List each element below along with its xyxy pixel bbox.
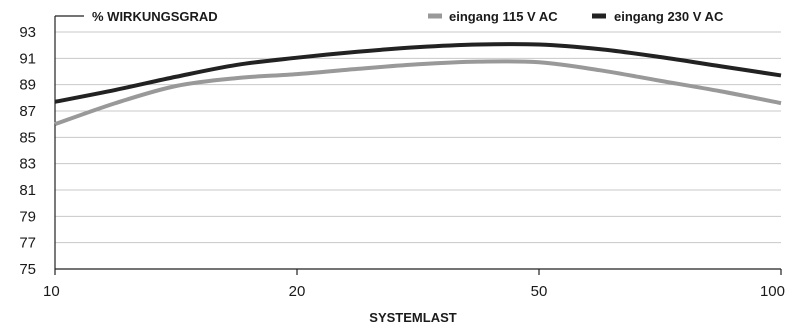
y-tick-label-85: 85 [19, 129, 36, 146]
x-axis-title: SYSTEMLAST [369, 310, 456, 325]
plot-area [54, 42, 782, 127]
y-tick-label-87: 87 [19, 103, 36, 120]
y-tick-label-93: 93 [19, 24, 36, 41]
y-axis: 75 77 79 81 83 85 87 89 91 93 [19, 15, 84, 278]
y-tick-label-91: 91 [19, 50, 36, 67]
x-tick-label-50: 50 [531, 283, 548, 300]
legend-label-230v: eingang 230 V AC [614, 9, 724, 24]
x-tick-label-10: 10 [43, 283, 60, 300]
y-tick-label-89: 89 [19, 77, 36, 94]
chart-title: % WIRKUNGSGRAD [92, 9, 218, 24]
x-tick-label-20: 20 [289, 283, 306, 300]
y-tick-label-83: 83 [19, 156, 36, 173]
x-tick-label-100: 100 [760, 283, 785, 300]
y-tick-label-77: 77 [19, 235, 36, 252]
x-axis: 10 20 50 100 [43, 268, 785, 300]
y-tick-label-79: 79 [19, 208, 36, 225]
y-tick-label-75: 75 [19, 261, 36, 278]
legend-label-115v: eingang 115 V AC [449, 9, 558, 24]
y-tick-label-81: 81 [19, 182, 36, 199]
series-line-230v [54, 42, 782, 104]
legend: eingang 115 V AC eingang 230 V AC [428, 9, 724, 24]
series-line-115v [54, 59, 782, 127]
